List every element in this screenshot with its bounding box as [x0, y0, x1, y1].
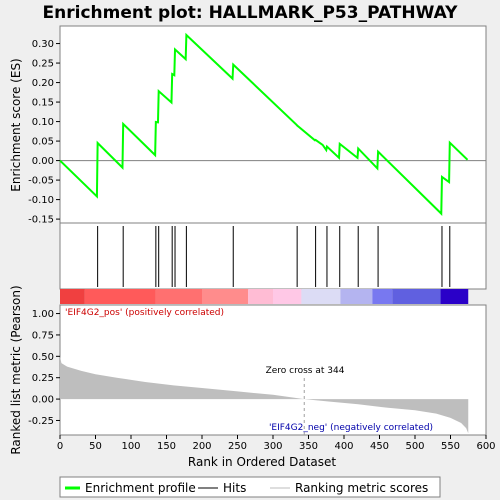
- es-y-tick-label: 0.00: [32, 156, 54, 167]
- color-bar-segment: [84, 289, 156, 304]
- color-bar-segment: [440, 289, 469, 304]
- color-bar-segment: [155, 289, 202, 304]
- x-tick-label: 550: [441, 441, 460, 452]
- zero-cross-label: Zero cross at 344: [266, 366, 345, 376]
- chart-title: Enrichment plot: HALLMARK_P53_PATHWAY: [43, 3, 459, 23]
- es-y-tick-label: 0.30: [32, 39, 54, 50]
- es-axis-ticks: -0.15 -0.10 -0.05 0.00 0.05 0.10 0.15 0.20 0.25 0…: [28, 39, 60, 226]
- color-bar-segment: [301, 289, 341, 304]
- x-axis-ticks: 0 50 100 150 200 250 300 350 400 450 500 550 600: [57, 435, 496, 452]
- x-tick-label: 50: [89, 441, 102, 452]
- metric-y-tick-label: 1.00: [32, 309, 54, 320]
- legend-box: [59, 476, 441, 498]
- legend-label: Ranking metric scores: [295, 481, 428, 495]
- legend: Enrichment profile Hits Ranking metric sco…: [65, 481, 428, 495]
- es-y-tick-label: -0.05: [28, 176, 54, 187]
- ranked-list-color-bar: [60, 289, 469, 304]
- negative-correlation-label: 'EIF4G2_neg' (negatively correlated): [269, 423, 433, 433]
- metric-y-tick-label: 0.50: [32, 352, 54, 363]
- enrichment-profile-line: [59, 32, 469, 216]
- x-tick-label: 0: [57, 441, 63, 452]
- hit-markers: [97, 226, 451, 287]
- metric-y-tick-label: -0.25: [28, 416, 54, 427]
- x-tick-label: 600: [476, 441, 495, 452]
- legend-label: Hits: [223, 481, 246, 495]
- x-tick-label: 450: [370, 441, 389, 452]
- x-tick-label: 200: [192, 441, 211, 452]
- color-bar-segment: [273, 289, 302, 304]
- metric-y-tick-label: 0.75: [32, 330, 54, 341]
- es-y-tick-label: 0.10: [32, 117, 54, 128]
- metric-axis-label: Ranked list metric (Pearson): [9, 285, 23, 454]
- x-tick-label: 150: [157, 441, 176, 452]
- hits-panel: [59, 222, 487, 290]
- es-axis-label: Enrichment score (ES): [9, 58, 23, 191]
- color-bar-segment: [60, 289, 85, 304]
- es-y-tick-label: 0.15: [32, 98, 54, 109]
- color-bar-segment: [340, 289, 373, 304]
- x-axis-label: Rank in Ordered Dataset: [188, 455, 336, 469]
- metric-axis-ticks: -0.25 0.00 0.25 0.50 0.75 1.00: [28, 309, 60, 427]
- color-bar-segment: [372, 289, 393, 304]
- color-bar-segment: [248, 289, 273, 304]
- es-y-tick-label: 0.25: [32, 59, 54, 70]
- color-bar-segment: [392, 289, 441, 304]
- positive-correlation-label: 'EIF4G2_pos' (positively correlated): [65, 308, 224, 318]
- x-tick-label: 250: [228, 441, 247, 452]
- es-y-tick-label: -0.10: [28, 195, 54, 206]
- es-y-tick-label: 0.20: [32, 78, 54, 89]
- metric-y-tick-label: 0.00: [32, 395, 54, 406]
- metric-y-tick-label: 0.25: [32, 373, 54, 384]
- x-tick-label: 500: [405, 441, 424, 452]
- ranking-metric-area: [60, 356, 469, 434]
- x-tick-label: 100: [121, 441, 140, 452]
- x-tick-label: 350: [299, 441, 318, 452]
- color-bar-segment: [202, 289, 249, 304]
- x-tick-label: 400: [334, 441, 353, 452]
- es-y-tick-label: 0.05: [32, 137, 54, 148]
- legend-label: Enrichment profile: [85, 481, 196, 495]
- es-panel: [59, 25, 487, 224]
- es-y-tick-label: -0.15: [28, 215, 54, 226]
- x-tick-label: 300: [263, 441, 282, 452]
- metric-panel: [59, 304, 487, 436]
